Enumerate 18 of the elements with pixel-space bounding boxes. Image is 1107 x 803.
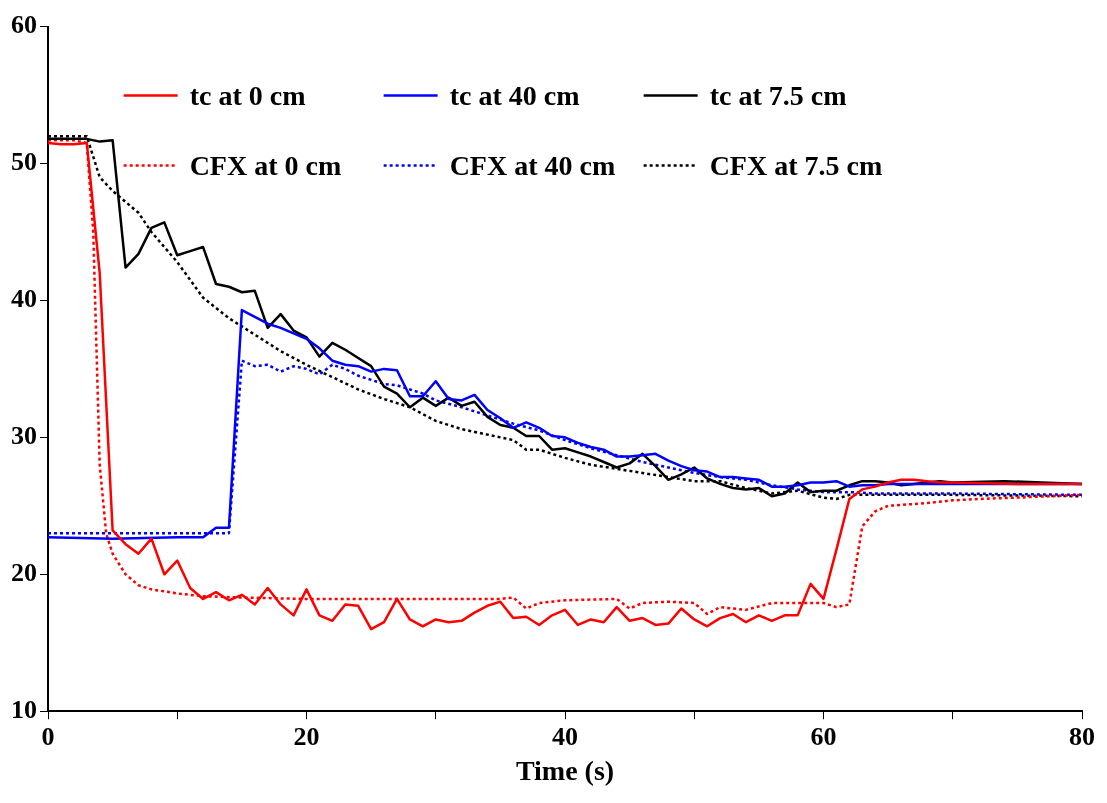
y-tick-label: 10 <box>11 694 37 724</box>
y-tick-label: 30 <box>11 421 37 451</box>
y-tick-label: 40 <box>11 284 37 314</box>
x-tick-label: 40 <box>552 721 578 751</box>
y-tick-label: 60 <box>11 10 37 40</box>
x-tick-label: 80 <box>1069 721 1095 751</box>
x-axis-title: Time (s) <box>515 755 615 787</box>
legend-label: tc at 40 cm <box>449 79 580 111</box>
legend-label: tc at 7.5 cm <box>709 79 847 111</box>
x-tick-label: 20 <box>293 721 320 751</box>
y-tick-label: 50 <box>11 147 37 177</box>
x-tick-label: 0 <box>41 721 55 751</box>
legend-label: CFX at 40 cm <box>449 149 616 181</box>
x-tick-label: 60 <box>810 721 837 751</box>
y-tick-label: 20 <box>11 558 37 587</box>
legend-label: CFX at 7.5 cm <box>709 149 883 181</box>
legend-label: CFX at 0 cm <box>189 149 342 181</box>
legend-label: tc at 0 cm <box>189 79 306 111</box>
